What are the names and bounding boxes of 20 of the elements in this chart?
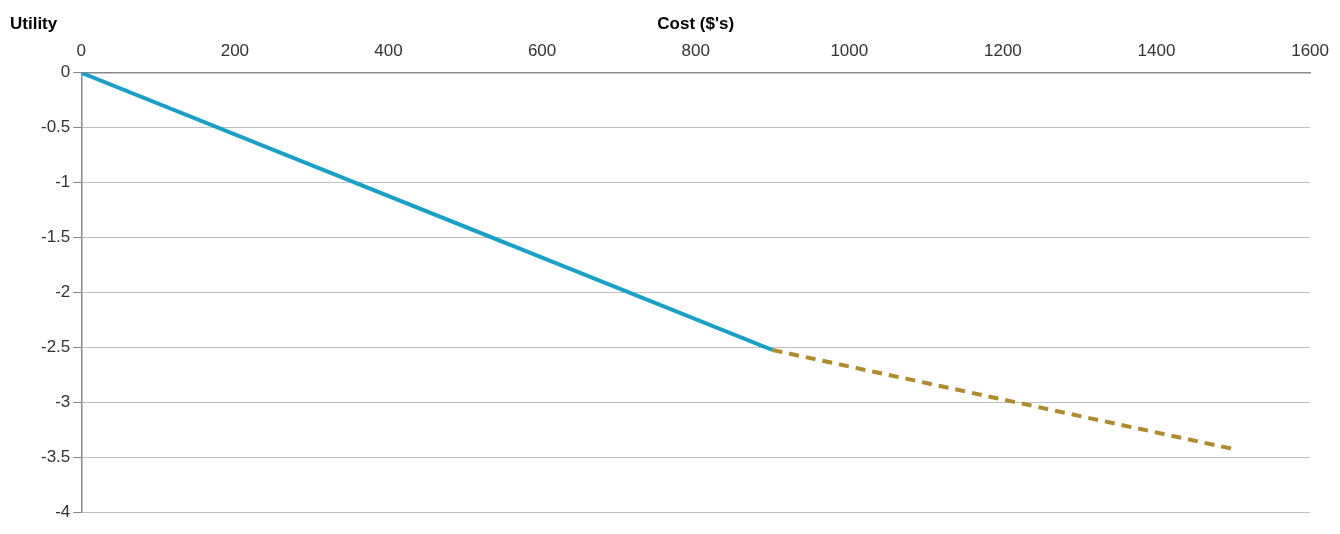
y-tick-label: -1.5: [41, 227, 71, 247]
y-axis-title: Utility: [10, 14, 58, 34]
y-tick-label: -2.5: [41, 337, 71, 357]
x-tick-label: 400: [374, 41, 403, 61]
x-tick-label: 1000: [830, 41, 869, 61]
y-tick-label: -3.5: [41, 447, 71, 467]
y-tick-label: -2: [55, 282, 71, 302]
x-tick-label: 1600: [1291, 41, 1329, 61]
y-tick-label: -4: [55, 502, 71, 522]
x-axis-title: Cost ($'s): [657, 13, 735, 33]
x-tick-label: 1200: [983, 41, 1022, 61]
x-tick-label: 0: [76, 41, 87, 61]
x-tick-label: 1400: [1137, 41, 1176, 61]
y-tick-label: -0.5: [41, 117, 71, 137]
y-tick-label: -3: [55, 392, 71, 412]
x-tick-label: 800: [681, 41, 710, 61]
y-tick-label: -1: [55, 172, 71, 192]
x-tick-label: 600: [527, 41, 557, 61]
x-tick-label: 200: [220, 41, 250, 61]
y-tick-label: 0: [60, 62, 71, 82]
